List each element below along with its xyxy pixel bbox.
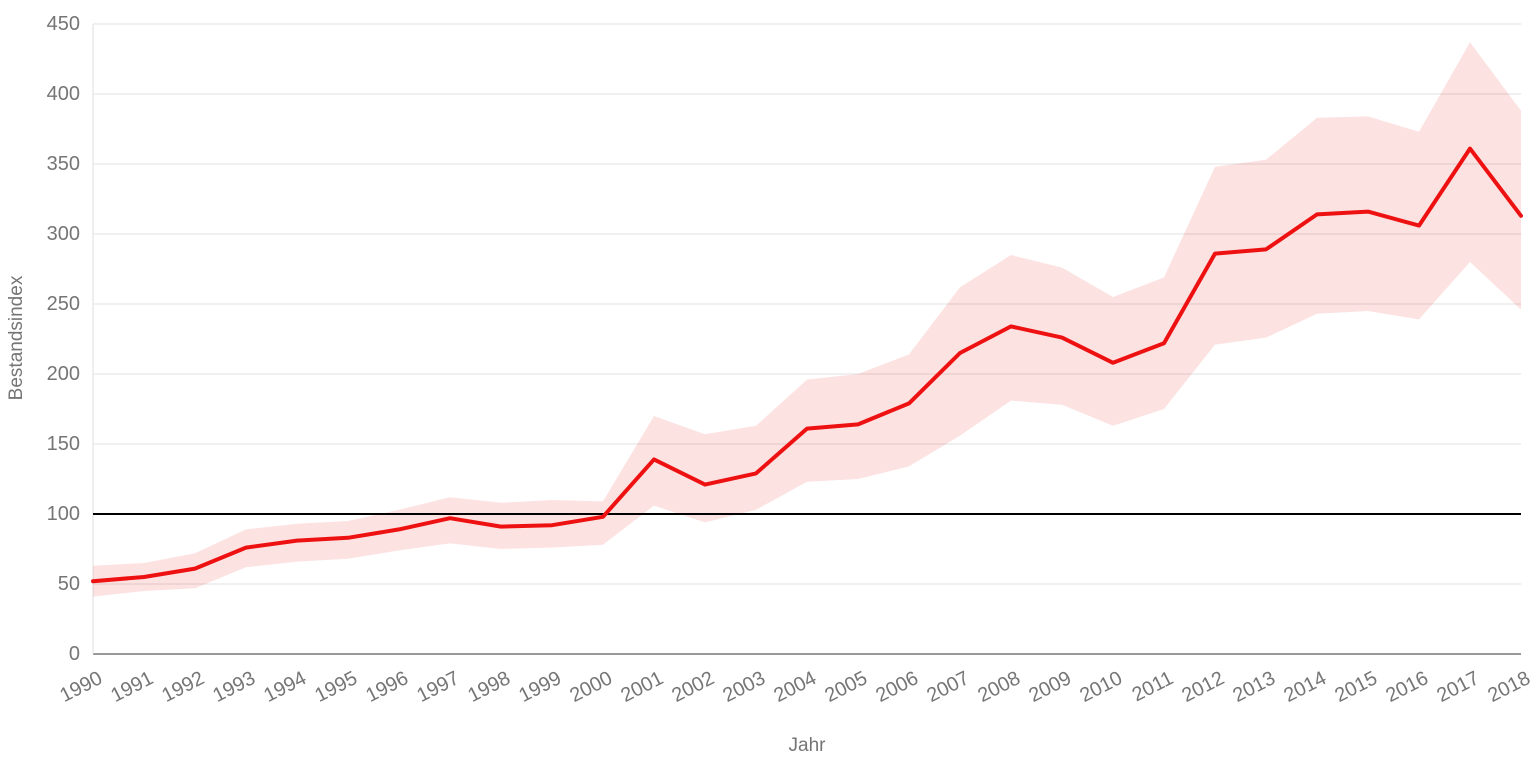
y-axis-title: Bestandsindex [6,275,27,401]
x-axis-title: Jahr [788,735,826,756]
y-tick-label: 0 [68,643,80,665]
confidence-band-area [93,42,1521,597]
index-line [91,146,1523,584]
y-tick-label: 300 [46,223,80,245]
y-tick-label: 100 [46,503,80,525]
y-tick-label: 400 [46,83,80,105]
y-tick-label: 450 [46,13,80,35]
y-tick-label: 250 [46,293,80,315]
y-tick-label: 150 [46,433,80,455]
y-tick-label: 200 [46,363,80,385]
y-tick-label: 350 [46,153,80,175]
y-tick-label: 50 [57,573,80,595]
